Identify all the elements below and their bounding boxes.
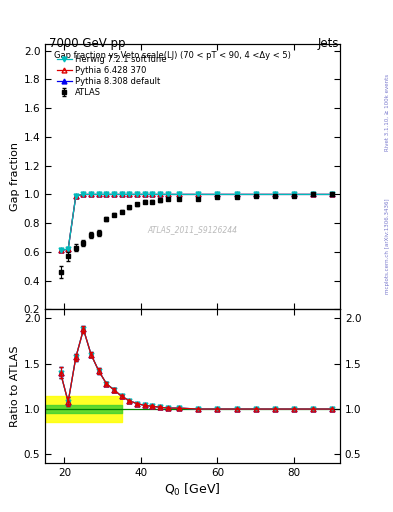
Pythia 6.428 370 [311,191,316,198]
Pythia 8.308 default [119,191,124,198]
Herwig 7.2.1 softTune [272,191,277,198]
Herwig 7.2.1 softTune [119,191,124,198]
Pythia 8.308 default [127,191,132,198]
Herwig 7.2.1 softTune [292,191,296,198]
Pythia 6.428 370 [127,191,132,198]
Pythia 6.428 370 [215,191,220,198]
Text: Gap fraction vs Veto scale(LJ) (70 < pT < 90, 4 <Δy < 5): Gap fraction vs Veto scale(LJ) (70 < pT … [54,52,291,60]
Pythia 8.308 default [196,191,201,198]
Pythia 8.308 default [58,247,63,253]
Herwig 7.2.1 softTune [177,191,182,198]
Pythia 6.428 370 [272,191,277,198]
Pythia 8.308 default [104,191,109,198]
Herwig 7.2.1 softTune [196,191,201,198]
Pythia 6.428 370 [89,191,94,198]
Pythia 6.428 370 [58,247,63,253]
Pythia 8.308 default [158,191,162,198]
Herwig 7.2.1 softTune [142,191,147,198]
Pythia 8.308 default [89,191,94,198]
Herwig 7.2.1 softTune [96,191,101,198]
Herwig 7.2.1 softTune [311,191,316,198]
Herwig 7.2.1 softTune [112,191,116,198]
Pythia 8.308 default [311,191,316,198]
Pythia 8.308 default [234,191,239,198]
Pythia 8.308 default [292,191,296,198]
Pythia 8.308 default [135,191,140,198]
Line: Herwig 7.2.1 softTune: Herwig 7.2.1 softTune [58,192,335,253]
Pythia 8.308 default [112,191,116,198]
Herwig 7.2.1 softTune [104,191,109,198]
Text: 7000 GeV pp: 7000 GeV pp [49,37,126,50]
Herwig 7.2.1 softTune [81,191,86,198]
Pythia 6.428 370 [292,191,296,198]
Herwig 7.2.1 softTune [66,246,70,252]
Pythia 6.428 370 [96,191,101,198]
Pythia 6.428 370 [119,191,124,198]
Pythia 6.428 370 [158,191,162,198]
Pythia 6.428 370 [81,191,86,198]
Pythia 8.308 default [165,191,170,198]
Herwig 7.2.1 softTune [165,191,170,198]
Herwig 7.2.1 softTune [150,191,155,198]
Pythia 8.308 default [272,191,277,198]
Herwig 7.2.1 softTune [135,191,140,198]
Pythia 6.428 370 [112,191,116,198]
Text: Jets: Jets [317,37,339,50]
Herwig 7.2.1 softTune [234,191,239,198]
Pythia 8.308 default [150,191,155,198]
Herwig 7.2.1 softTune [253,191,258,198]
Pythia 8.308 default [81,191,86,198]
Herwig 7.2.1 softTune [73,193,78,199]
Pythia 6.428 370 [165,191,170,198]
Herwig 7.2.1 softTune [330,191,335,198]
Pythia 6.428 370 [253,191,258,198]
Text: mcplots.cern.ch [arXiv:1306.3436]: mcplots.cern.ch [arXiv:1306.3436] [385,198,390,293]
Text: Rivet 3.1.10, ≥ 100k events: Rivet 3.1.10, ≥ 100k events [385,74,390,151]
Pythia 6.428 370 [150,191,155,198]
Pythia 8.308 default [330,191,335,198]
Text: ATLAS_2011_S9126244: ATLAS_2011_S9126244 [147,225,238,234]
Pythia 6.428 370 [196,191,201,198]
Pythia 8.308 default [66,246,70,252]
Pythia 8.308 default [73,193,78,199]
Pythia 8.308 default [253,191,258,198]
Pythia 8.308 default [215,191,220,198]
Pythia 6.428 370 [104,191,109,198]
Pythia 6.428 370 [234,191,239,198]
Line: Pythia 8.308 default: Pythia 8.308 default [58,192,335,253]
Pythia 8.308 default [96,191,101,198]
X-axis label: Q$_{0}$ [GeV]: Q$_{0}$ [GeV] [164,482,221,499]
Herwig 7.2.1 softTune [158,191,162,198]
Y-axis label: Gap fraction: Gap fraction [9,142,20,211]
Pythia 6.428 370 [177,191,182,198]
Herwig 7.2.1 softTune [127,191,132,198]
Pythia 6.428 370 [330,191,335,198]
Herwig 7.2.1 softTune [58,247,63,253]
Legend: Herwig 7.2.1 softTune, Pythia 6.428 370, Pythia 8.308 default, ATLAS: Herwig 7.2.1 softTune, Pythia 6.428 370,… [55,53,169,99]
Pythia 8.308 default [177,191,182,198]
Pythia 6.428 370 [135,191,140,198]
Y-axis label: Ratio to ATLAS: Ratio to ATLAS [9,346,20,427]
Pythia 6.428 370 [142,191,147,198]
Pythia 8.308 default [142,191,147,198]
Herwig 7.2.1 softTune [89,191,94,198]
Line: Pythia 6.428 370: Pythia 6.428 370 [58,192,335,253]
Pythia 6.428 370 [73,193,78,199]
Herwig 7.2.1 softTune [215,191,220,198]
Pythia 6.428 370 [66,246,70,252]
